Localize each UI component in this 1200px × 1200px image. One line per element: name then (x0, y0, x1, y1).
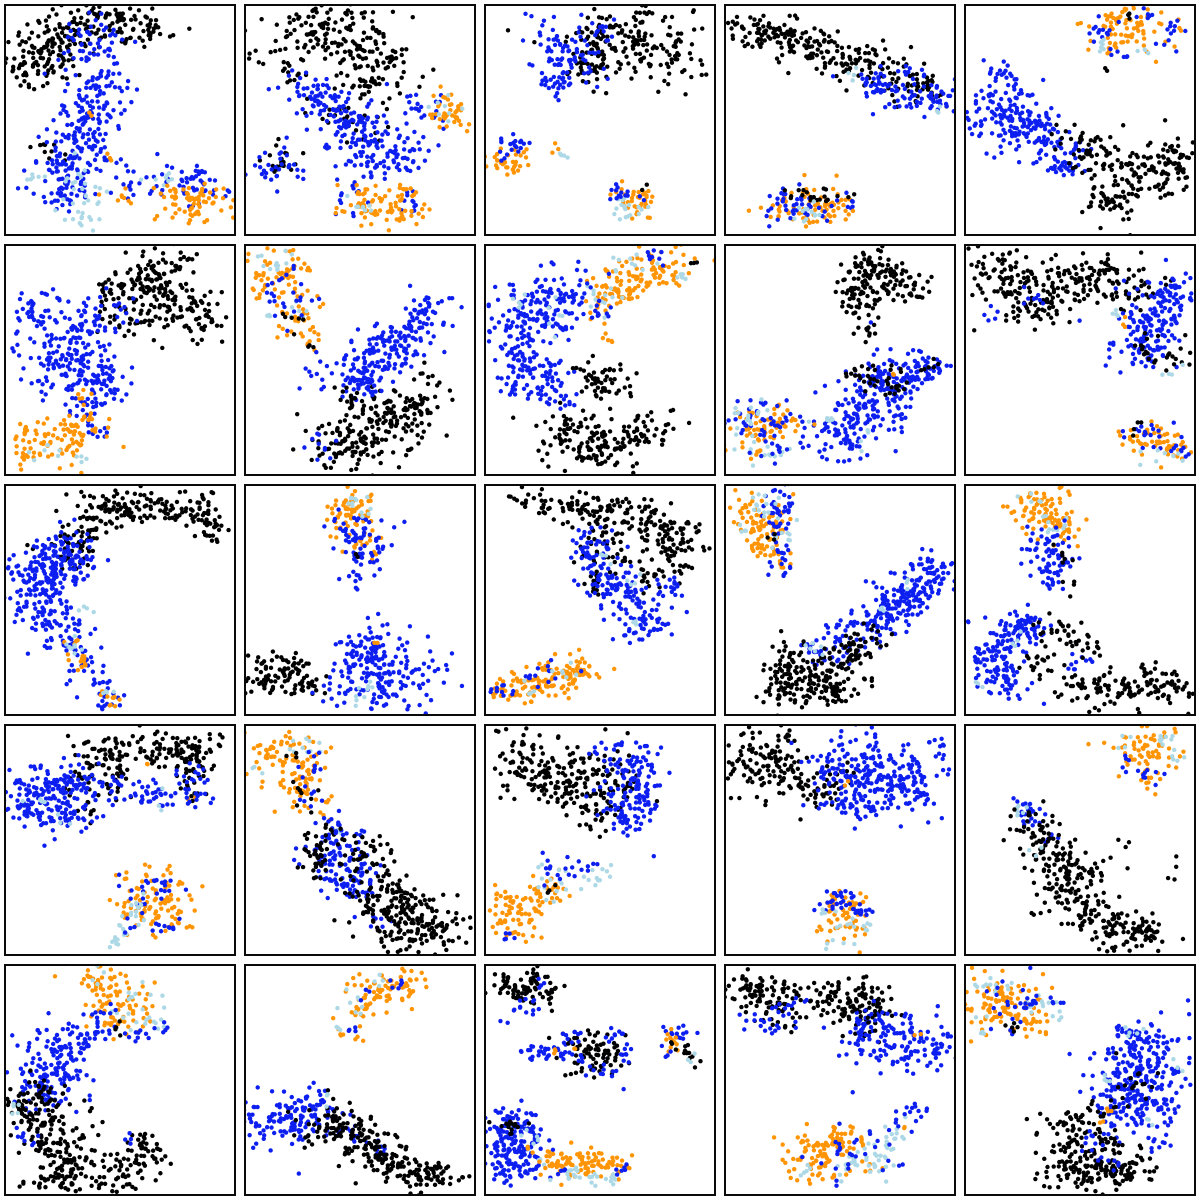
scatter-panel-r2c2 (244, 244, 476, 476)
scatter-canvas (966, 486, 1194, 714)
scatter-panel-r5c1 (4, 964, 236, 1196)
scatter-panel-r2c5 (964, 244, 1196, 476)
scatter-canvas (6, 486, 234, 714)
scatter-panel-r4c2 (244, 724, 476, 956)
scatter-panel-r2c1 (4, 244, 236, 476)
scatter-canvas (246, 966, 474, 1194)
scatter-canvas (966, 726, 1194, 954)
scatter-panel-r5c5 (964, 964, 1196, 1196)
scatter-canvas (6, 6, 234, 234)
scatter-panel-r1c3 (484, 4, 716, 236)
scatter-canvas (6, 966, 234, 1194)
scatter-panel-r4c1 (4, 724, 236, 956)
scatter-canvas (726, 6, 954, 234)
scatter-canvas (6, 726, 234, 954)
scatter-panel-r5c4 (724, 964, 956, 1196)
scatter-canvas (486, 726, 714, 954)
scatter-panel-r3c5 (964, 484, 1196, 716)
scatter-panel-r3c3 (484, 484, 716, 716)
scatter-canvas (246, 6, 474, 234)
scatter-canvas (966, 6, 1194, 234)
scatter-panel-r1c5 (964, 4, 1196, 236)
scatter-panel-r3c1 (4, 484, 236, 716)
scatter-panel-r5c3 (484, 964, 716, 1196)
scatter-canvas (6, 246, 234, 474)
scatter-panel-r4c5 (964, 724, 1196, 956)
scatter-canvas (486, 6, 714, 234)
scatter-panel-r1c4 (724, 4, 956, 236)
scatter-canvas (486, 246, 714, 474)
scatter-canvas (246, 486, 474, 714)
scatter-panel-r4c3 (484, 724, 716, 956)
scatter-canvas (726, 246, 954, 474)
scatter-canvas (966, 246, 1194, 474)
scatter-canvas (726, 486, 954, 714)
scatter-canvas (726, 966, 954, 1194)
scatter-panel-r4c4 (724, 724, 956, 956)
scatter-panel-r3c4 (724, 484, 956, 716)
scatter-canvas (726, 726, 954, 954)
scatter-panel-r3c2 (244, 484, 476, 716)
scatter-canvas (486, 966, 714, 1194)
scatter-panel-r2c4 (724, 244, 956, 476)
scatter-panel-r2c3 (484, 244, 716, 476)
scatter-panel-r1c1 (4, 4, 236, 236)
scatter-panel-r5c2 (244, 964, 476, 1196)
scatter-canvas (966, 966, 1194, 1194)
scatter-canvas (246, 246, 474, 474)
scatter-panel-r1c2 (244, 4, 476, 236)
scatter-canvas (486, 486, 714, 714)
scatter-canvas (246, 726, 474, 954)
